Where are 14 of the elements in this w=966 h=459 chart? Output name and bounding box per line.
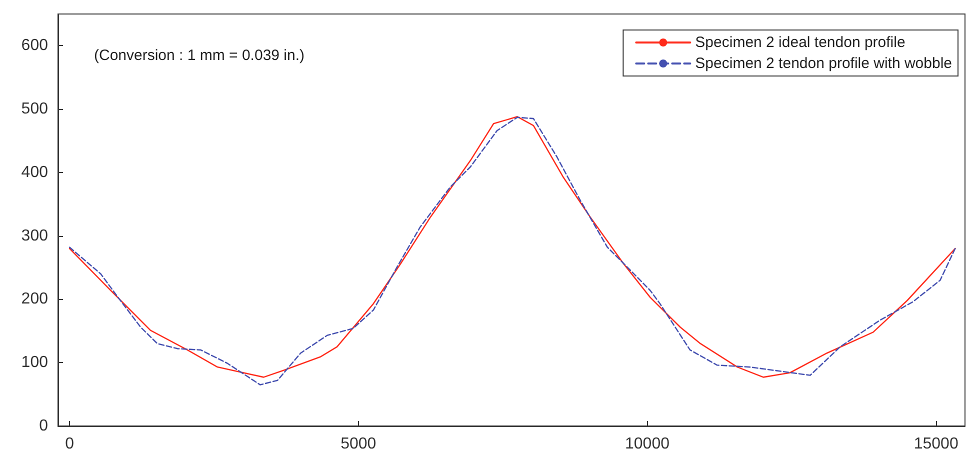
- x-tick-label: 15000: [914, 436, 958, 452]
- y-tick-label: 0: [39, 418, 48, 434]
- x-tick-label: 0: [65, 436, 74, 452]
- y-tick-label: 600: [21, 37, 48, 54]
- y-tick-label: 200: [21, 290, 48, 308]
- annotation: (Conversion : 1 mm = 0.039 in.): [94, 47, 305, 64]
- x-tick-label: 10000: [625, 436, 670, 452]
- y-tick-label: 300: [21, 227, 48, 244]
- y-tick-label: 400: [21, 164, 48, 181]
- y-tick-label: 100: [21, 354, 48, 372]
- x-tick-label: 5000: [340, 436, 376, 452]
- y-tick-label: 500: [21, 100, 48, 118]
- legend-label: Specimen 2 ideal tendon profile: [695, 34, 906, 51]
- legend-label: Specimen 2 tendon profile with wobble: [695, 55, 952, 72]
